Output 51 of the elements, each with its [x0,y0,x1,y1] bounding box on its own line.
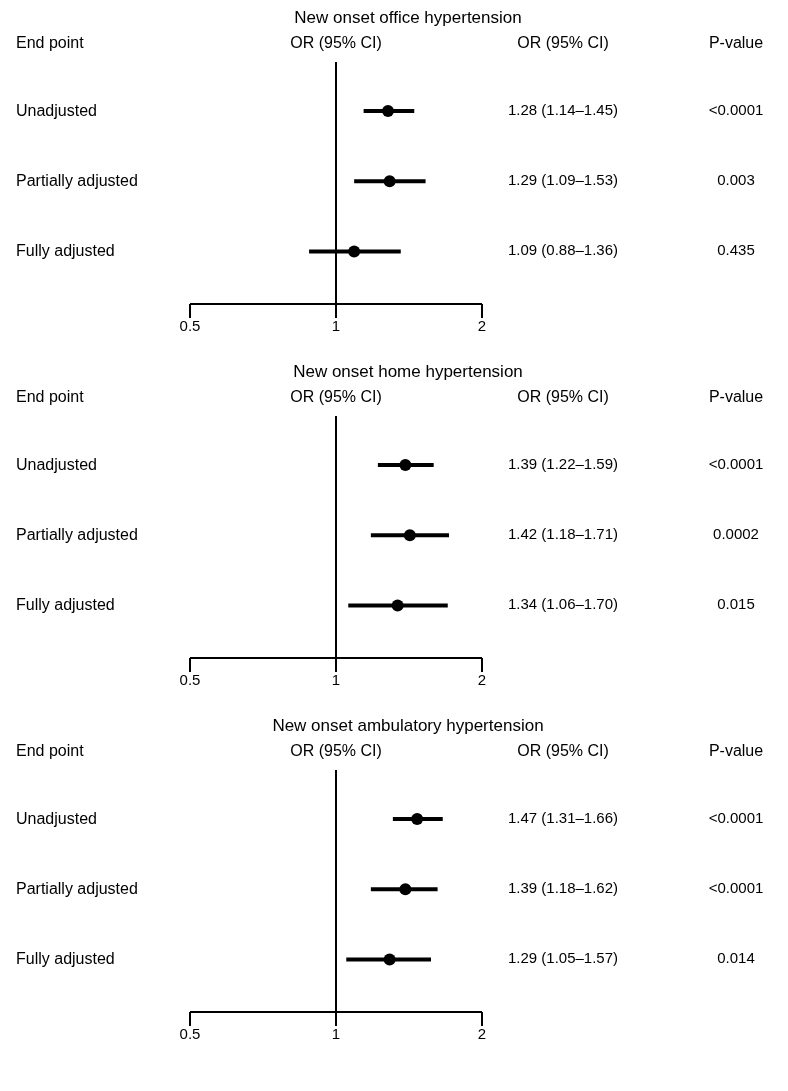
data-label: 1.39 (1.22–1.59) [507,455,619,473]
x-tick-label: 1 [331,316,341,334]
y-tick-label: Fully adjusted [16,950,115,968]
x-tick-label: 0.5 [179,1024,201,1042]
data-label: 1.09 (0.88–1.36) [507,241,619,259]
y-tick-label: Partially adjusted [16,880,138,898]
x-tick-label: 0.5 [179,316,201,334]
x-tick-label: 0.5 [179,670,201,688]
y-tick-label: Unadjusted [16,102,97,120]
chart-title: New onset office hypertension [293,8,523,29]
x-tick-label: 2 [477,1024,487,1042]
x-tick-label: 1 [331,1024,341,1042]
data-label: 1.47 (1.31–1.66) [507,809,619,827]
text: <0.0001 [708,455,764,473]
data-label: 1.28 (1.14–1.45) [507,101,619,119]
y-tick-label: Partially adjusted [16,526,138,544]
text: End point [16,388,84,406]
data-label: 1.42 (1.18–1.71) [507,525,619,543]
y-tick-label: Fully adjusted [16,596,115,614]
y-tick-label: Fully adjusted [16,242,115,260]
x-tick-label: 2 [477,316,487,334]
text: OR (95% CI) [517,34,609,52]
text: P-value [708,34,764,52]
text: End point [16,742,84,760]
chart-title: New onset ambulatory hypertension [271,716,545,737]
x-tick-label: 2 [477,670,487,688]
y-tick-label: Partially adjusted [16,172,138,190]
data-label: 1.39 (1.18–1.62) [507,879,619,897]
text: End point [16,34,84,52]
text: 0.015 [717,595,755,613]
text: OR (95% CI) [517,742,609,760]
text: 0.014 [717,949,755,967]
text: <0.0001 [708,101,764,119]
y-tick-label: Unadjusted [16,456,97,474]
text: 0.435 [717,241,755,259]
text: OR (95% CI) [517,388,609,406]
text: OR (95% CI) [290,742,382,760]
x-tick-label: 1 [331,670,341,688]
text: P-value [708,742,764,760]
text: <0.0001 [708,809,764,827]
text: OR (95% CI) [290,34,382,52]
text: 0.0002 [713,525,759,543]
text: 0.003 [717,171,755,189]
data-label: 1.29 (1.09–1.53) [507,171,619,189]
data-label: 1.29 (1.05–1.57) [507,949,619,967]
y-tick-label: Unadjusted [16,810,97,828]
data-label: 1.34 (1.06–1.70) [507,595,619,613]
chart-title: New onset home hypertension [292,362,524,383]
text: <0.0001 [708,879,764,897]
text: OR (95% CI) [290,388,382,406]
text: P-value [708,388,764,406]
